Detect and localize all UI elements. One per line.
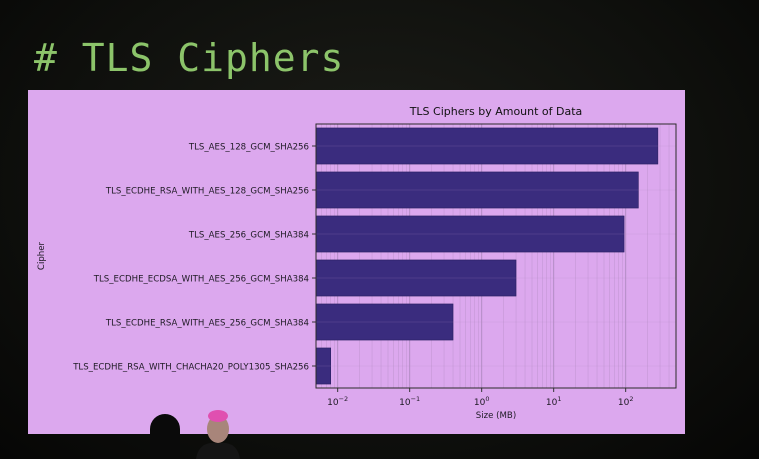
y-tick-label: TLS_ECDHE_RSA_WITH_CHACHA20_POLY1305_SHA… — [72, 363, 309, 373]
plot-frame — [315, 123, 677, 389]
bar — [315, 215, 625, 253]
bar — [315, 127, 659, 165]
x-tick-label: 101 — [546, 395, 562, 408]
bar — [315, 171, 639, 209]
y-tick-label: TLS_ECDHE_ECDSA_WITH_AES_256_GCM_SHA384 — [93, 275, 309, 285]
slide-title: # TLS Ciphers — [34, 36, 345, 80]
bar — [315, 259, 517, 297]
x-tick-label: 10−2 — [327, 395, 348, 408]
chart-title: TLS Ciphers by Amount of Data — [409, 105, 583, 118]
ciphers-bar-chart: TLS_AES_128_GCM_SHA256 TLS_ECDHE_RSA_WITH… — [37, 105, 677, 421]
y-axis-label: Cipher — [37, 241, 47, 270]
x-axis-label: Size (MB) — [476, 411, 516, 421]
speaker-silhouette — [196, 410, 240, 459]
y-tick-label: TLS_ECDHE_RSA_WITH_AES_256_GCM_SHA384 — [105, 319, 309, 329]
bar — [315, 303, 454, 341]
chart-panel: TLS_AES_128_GCM_SHA256 TLS_ECDHE_RSA_WITH… — [28, 90, 685, 434]
audience-head — [150, 414, 180, 459]
y-tick-label: TLS_AES_128_GCM_SHA256 — [188, 143, 309, 153]
x-tick-label: 100 — [474, 395, 490, 408]
x-tick-label: 10−1 — [399, 395, 420, 408]
x-tick-label: 102 — [618, 395, 634, 408]
y-tick-label: TLS_ECDHE_RSA_WITH_AES_128_GCM_SHA256 — [105, 187, 309, 197]
y-tick-label: TLS_AES_256_GCM_SHA384 — [188, 231, 309, 241]
